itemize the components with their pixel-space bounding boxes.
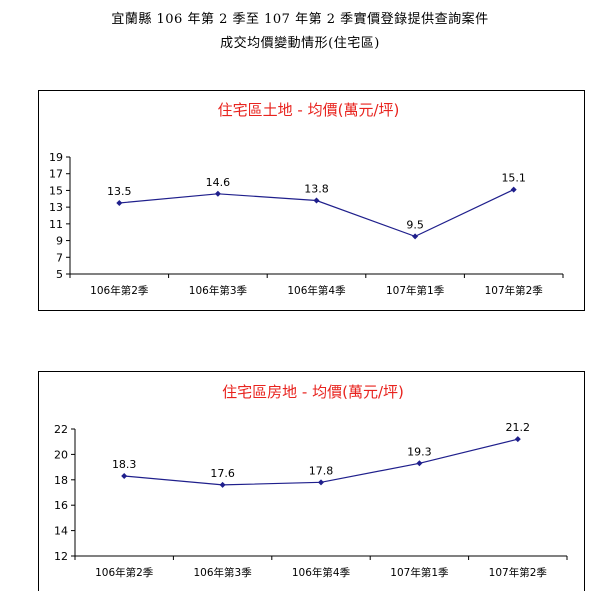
land-data-label: 13.8 [304,182,329,195]
house-y-tick-label: 22 [54,423,68,436]
house-y-tick-label: 14 [54,525,68,538]
land-x-tick-label: 106年第4季 [287,284,346,297]
land-x-tick-label: 107年第1季 [386,284,445,297]
land-y-tick-label: 11 [49,218,63,231]
house-data-point [121,472,128,479]
land-data-label: 14.6 [206,176,231,189]
house-data-label: 19.3 [407,445,432,458]
house-x-tick-label: 107年第2季 [489,566,548,579]
land-series-line [119,189,514,238]
land-x-tick-label: 106年第2季 [90,284,149,297]
land-x-tick-label: 106年第3季 [189,284,248,297]
house-x-tick-label: 107年第1季 [390,566,449,579]
house-x-tick-label: 106年第4季 [292,566,351,579]
house-data-label: 21.2 [506,421,531,434]
land-y-tick-label: 19 [49,151,63,164]
document-title-line-2: 成交均價變動情形(住宅區) [220,36,380,51]
land-data-point [214,190,221,197]
land-data-label: 9.5 [406,218,424,231]
land-y-tick-label: 15 [49,184,63,197]
house-y-tick-label: 16 [54,499,68,512]
house-data-point [514,436,521,443]
land-price-chart-svg: 住宅區土地 - 均價(萬元/坪) 5 7 9 11 13 15 17 19 106年第2季 106年… [49,101,564,297]
land-x-tick-label: 107年第2季 [485,284,544,297]
house-chart-title: 住宅區房地 - 均價(萬元/坪) [222,383,404,401]
land-y-tick-label: 7 [56,251,63,264]
land-price-chart: 住宅區土地 - 均價(萬元/坪) 5 7 9 11 13 15 17 19 106年第2季 106年… [38,90,585,311]
house-data-point [219,481,226,488]
land-data-point [313,197,320,204]
house-data-label: 17.6 [210,467,235,480]
house-x-tick-label: 106年第2季 [95,566,154,579]
land-data-label: 13.5 [107,185,132,198]
house-y-tick-label: 20 [54,448,68,461]
house-data-label: 17.8 [309,464,334,477]
land-data-point [116,199,123,206]
land-y-tick-label: 5 [56,268,63,281]
house-data-point [416,460,423,467]
land-y-tick-label: 13 [49,201,63,214]
land-y-tick-label: 17 [49,168,63,181]
land-chart-title: 住宅區土地 - 均價(萬元/坪) [218,101,400,119]
house-x-tick-label: 106年第3季 [193,566,252,579]
land-y-tick-label: 9 [56,235,63,248]
house-data-point [318,479,324,486]
land-data-point [510,186,517,193]
house-land-price-chart-svg: 住宅區房地 - 均價(萬元/坪) 12 14 16 18 20 22 106年第2季 106年第… [54,383,568,579]
document-title-line-1: 宜蘭縣 106 年第 2 季至 107 年第 2 季實價登錄提供查詢案件 [111,12,489,27]
house-y-tick-label: 18 [54,474,68,487]
house-land-price-chart: 住宅區房地 - 均價(萬元/坪) 12 14 16 18 20 22 106年第2季 106年第… [38,371,585,591]
land-data-label: 15.1 [501,172,526,185]
house-data-label: 18.3 [112,458,137,471]
house-series-line [124,438,518,486]
land-data-point [412,233,419,240]
house-y-tick-label: 12 [54,550,68,563]
